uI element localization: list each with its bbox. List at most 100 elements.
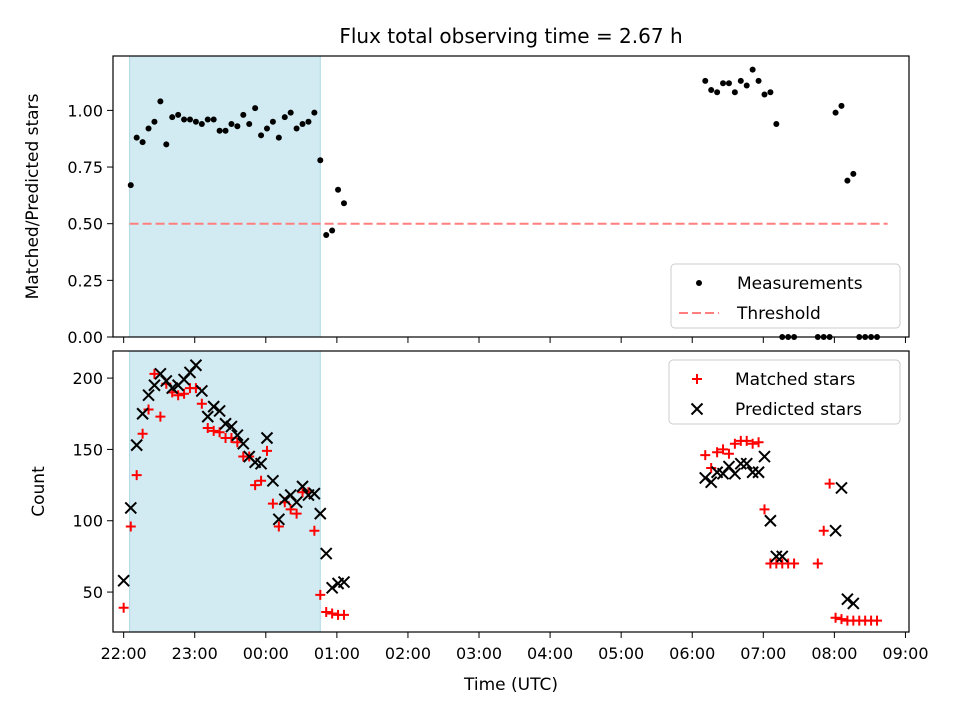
measurement-point [335,186,342,193]
predicted-star-point [260,431,274,445]
matched-star-point [327,608,338,619]
y-tick-label: 1.00 [67,101,103,120]
matched-star-point [149,368,160,379]
matched-star-point [753,437,764,448]
measurement-point [216,127,223,134]
measurement-point [145,125,152,132]
x-tick-label: 06:00 [669,644,715,663]
y-tick-label: 200 [72,369,103,388]
matched-star-point [872,615,883,626]
x-tick-label: 02:00 [385,644,431,663]
measurement-point [263,125,270,132]
predicted-star-point [213,404,226,418]
chart-title: Flux total observing time = 2.67 h [339,24,682,48]
x-tick-label: 04:00 [527,644,573,663]
y-tick-label: 0.50 [67,215,103,234]
predicted-star-point [314,507,327,520]
matched-star-point [741,435,752,446]
measurement-point [252,105,259,112]
matched-star-point [718,444,729,455]
y-axis-label: Matched/Predicted stars [23,93,43,299]
measurement-point [192,118,199,125]
predicted-star-point [254,457,268,470]
measurement-point [838,102,845,109]
measurement-point [275,134,282,141]
measurement-point [175,111,182,118]
matched-star-point [315,589,326,600]
matched-star-point [830,612,841,623]
measurement-point [228,120,235,127]
predicted-star-point [117,574,130,587]
predicted-star-point [207,400,220,413]
legend-label: Matched stars [735,370,855,390]
legend-box [670,263,901,329]
matched-star-point [143,404,154,415]
predicted-star-point [734,457,748,470]
predicted-star-point [847,597,860,610]
x-tick-label: 07:00 [740,644,786,663]
measurement-point [749,66,756,73]
predicted-star-point [201,410,214,423]
matched-star-point [131,470,142,481]
predicted-star-point [835,481,848,495]
legend: Matched stars Predicted stars [668,359,901,425]
predicted-star-point [764,514,777,527]
measurement-point [169,114,176,121]
y-tick-label: 0.00 [67,328,103,347]
measurement-point [234,123,241,130]
measurement-point [761,91,768,98]
predicted-star-point [728,467,742,480]
x-axis-label: Time (UTC) [463,675,558,695]
measurement-point [725,80,732,87]
predicted-star-point [148,379,161,392]
matched-star-point [256,475,267,486]
legend: Measurements Threshold [670,263,901,329]
y-tick-label: 100 [72,512,103,531]
measurement-point [151,118,158,125]
matched-star-point [759,504,770,515]
measurement-point [157,98,164,105]
measurement-point [210,116,217,123]
matched-star-point [812,558,823,569]
axes-frame [112,350,910,633]
measurement-point [258,132,265,139]
predicted-star-point [320,547,333,560]
measurement-point [702,77,709,84]
measurement-point [720,80,727,87]
predicted-star-point [272,513,286,526]
matched-star-point [789,558,800,569]
measurement-point [832,109,839,116]
predicted-star-point [124,501,137,515]
legend-label: Threshold [736,304,821,324]
measurement-point [186,116,193,123]
predicted-star-point [142,389,155,402]
measurement-point [850,170,857,177]
matched-star-point [729,438,740,449]
legend-marker-measurements [696,280,702,286]
measurement-point [323,232,330,239]
matched-star-point [273,521,284,532]
measurement-point [299,120,306,127]
measurement-point [240,111,247,118]
predicted-star-point [136,407,149,420]
x-tick-label: 03:00 [456,644,502,663]
measurement-point [198,120,205,127]
measurement-point [269,118,276,125]
measurement-point [127,182,134,189]
measurement-point [204,116,211,123]
measurement-point [755,77,762,84]
predicted-star-point [296,480,309,493]
predicted-star-point [776,550,789,563]
predicted-star-point [195,384,209,398]
count-panel: 50 100 150 200 22:00 23:00 00:00 01:00 02:00 03:0… [29,350,929,695]
x-tick-label: 01:00 [314,644,360,663]
predicted-star-point [166,381,179,395]
matched-star-point [706,462,717,473]
x-tick-label: 22:00 [101,644,147,663]
legend-label: Measurements [737,274,863,294]
predicted-star-point [740,457,753,470]
matched-star-point [173,390,184,401]
predicted-star-point [337,575,351,589]
axes-frame [112,55,910,338]
measurement-point [287,109,294,116]
